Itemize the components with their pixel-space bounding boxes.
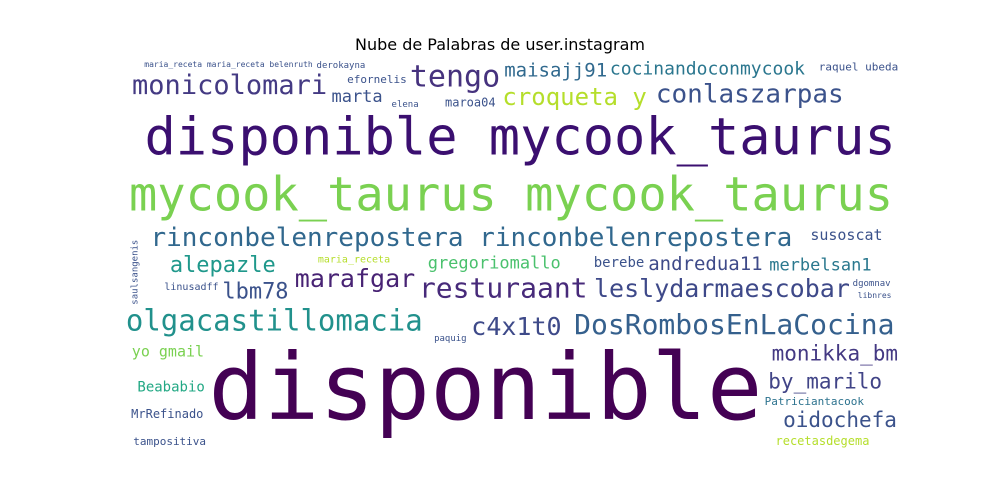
word-8: resturaant <box>419 272 588 305</box>
word-100: maria_receta maria_receta <box>144 60 265 69</box>
word-43: cocinandoconmycook <box>610 60 805 79</box>
word-26: alepazle <box>170 253 276 278</box>
word-3: disponible mycook_taurus <box>144 108 895 168</box>
word-2: mycook_taurus mycook_taurus <box>129 167 893 222</box>
word-73: MrRefinado <box>131 407 203 421</box>
word-group: disponible mycook_taurus mycook_taurusdis… <box>126 60 898 448</box>
word-85: linusadff <box>164 282 218 293</box>
word-53: susoscat <box>810 226 882 244</box>
word-48: merbelsan1 <box>769 256 871 276</box>
word-87: paquig <box>434 334 467 344</box>
word-7: DosRombosEnLaCocina <box>574 308 894 341</box>
word-61: berebe <box>594 255 645 271</box>
word-36: maisajj91 <box>504 60 607 82</box>
word-33: oidochefa <box>783 408 897 432</box>
word-13: c4x1t0 <box>471 312 561 341</box>
word-18: croqueta y <box>502 83 647 111</box>
word-96: saulsangenis <box>130 240 140 305</box>
word-57: Beababio <box>137 379 204 395</box>
word-11: conlaszarpas <box>656 80 844 110</box>
word-76: maroa04 <box>445 96 496 110</box>
word-59: yo gmail <box>132 342 204 360</box>
word-5: tengo <box>410 60 500 95</box>
word-51: marta <box>331 87 382 107</box>
word-103: belenruth <box>269 60 313 69</box>
word-101: libnres <box>858 291 892 300</box>
word-1: disponible <box>209 334 763 441</box>
word-88: derokayna <box>317 61 366 71</box>
word-30: by_marilo <box>768 369 882 393</box>
word-72: Patriciantacook <box>765 395 865 408</box>
word-79: raquel ubeda <box>819 60 898 73</box>
word-10: rinconbelenrepostera rinconbelenreposter… <box>150 223 792 253</box>
word-25: lbm78 <box>222 279 288 304</box>
word-29: monikka_bm <box>772 342 898 366</box>
word-93: dgomnav <box>853 279 891 289</box>
word-47: gregoriomallo <box>428 253 561 273</box>
word-82: efornelis <box>347 73 407 86</box>
chart-title: Nube de Palabras de user.instagram <box>355 35 645 54</box>
word-cloud: disponible mycook_taurus mycook_taurusdis… <box>125 60 900 448</box>
word-92: elena <box>392 100 419 110</box>
word-71: recetasdegema <box>776 434 870 448</box>
cloud-background <box>125 60 900 448</box>
word-74: tampositiva <box>133 435 206 448</box>
word-9: monicolomari <box>132 70 327 101</box>
word-15: marafgar <box>295 264 415 293</box>
word-35: andredua11 <box>648 253 762 275</box>
word-14: leslydarmaescobar <box>594 274 850 303</box>
word-6: olgacastillomacia <box>126 304 423 338</box>
word-84: maria_receta <box>318 255 390 266</box>
